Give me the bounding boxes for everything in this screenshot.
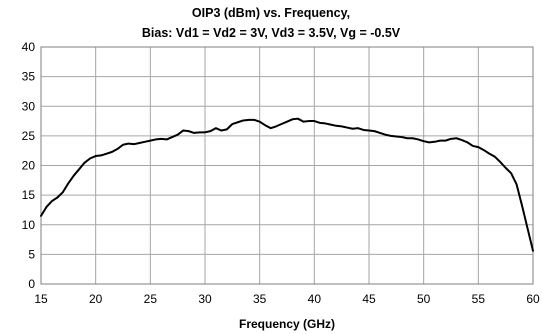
- x-tick-label-25: 25: [144, 292, 158, 306]
- y-tick-label-20: 20: [22, 159, 36, 173]
- y-tick-label-40: 40: [22, 40, 36, 54]
- chart-title-line-1: OIP3 (dBm) vs. Frequency,: [192, 6, 350, 20]
- y-tick-label-25: 25: [22, 129, 36, 143]
- x-tick-label-50: 50: [417, 292, 431, 306]
- plot-area-border: [40, 46, 534, 285]
- x-tick-label-60: 60: [526, 292, 540, 306]
- y-tick-label-5: 5: [28, 247, 35, 261]
- x-tick-label-35: 35: [253, 292, 267, 306]
- tick-label-layer: 15 20 25 30 35 40 45 50 55 60 0 5 10 15 20 25 30 35 40: [22, 40, 540, 306]
- y-tick-label-15: 15: [22, 188, 36, 202]
- y-tick-label-0: 0: [28, 277, 35, 291]
- axis-layer: [40, 46, 534, 285]
- x-tick-label-15: 15: [34, 292, 48, 306]
- x-tick-label-45: 45: [362, 292, 376, 306]
- x-tick-label-20: 20: [89, 292, 103, 306]
- series-line-0: [40, 117, 534, 252]
- y-tick-label-30: 30: [22, 99, 36, 113]
- x-tick-label-40: 40: [308, 292, 322, 306]
- grid-layer: [40, 46, 534, 285]
- y-tick-label-10: 10: [22, 218, 36, 232]
- x-axis-label: Frequency (GHz): [239, 317, 335, 331]
- series-layer: [40, 117, 534, 252]
- x-tick-label-55: 55: [472, 292, 486, 306]
- x-tick-label-30: 30: [198, 292, 212, 306]
- y-tick-label-35: 35: [22, 70, 36, 84]
- chart-title-line-2: Bias: Vd1 = Vd2 = 3V, Vd3 = 3.5V, Vg = -…: [142, 26, 401, 40]
